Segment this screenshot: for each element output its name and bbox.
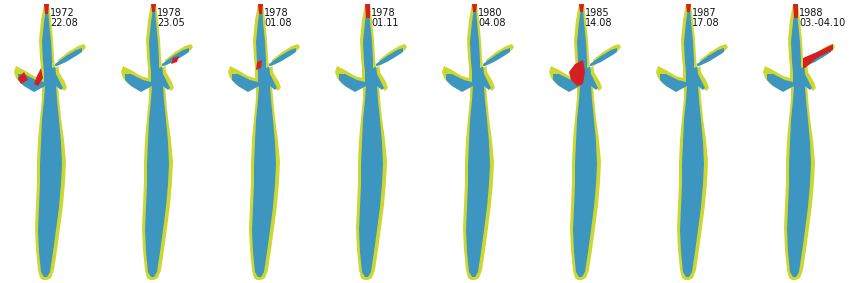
Text: 1988: 1988: [799, 8, 823, 18]
Polygon shape: [34, 68, 43, 86]
Text: 23.05: 23.05: [157, 18, 185, 28]
Text: 01.11: 01.11: [371, 18, 399, 28]
Polygon shape: [121, 4, 193, 280]
Polygon shape: [258, 4, 263, 14]
Text: 04.08: 04.08: [478, 18, 505, 28]
Polygon shape: [442, 4, 514, 280]
Polygon shape: [44, 4, 49, 14]
Polygon shape: [660, 8, 724, 277]
Text: 17.08: 17.08: [692, 18, 720, 28]
Text: 1980: 1980: [478, 8, 503, 18]
Polygon shape: [335, 4, 407, 280]
Polygon shape: [171, 56, 179, 64]
Polygon shape: [803, 44, 833, 68]
Text: 1978: 1978: [157, 8, 182, 18]
Polygon shape: [232, 8, 296, 277]
Text: 22.08: 22.08: [50, 18, 78, 28]
Polygon shape: [579, 4, 584, 12]
Polygon shape: [14, 4, 86, 280]
Polygon shape: [767, 8, 831, 277]
Polygon shape: [339, 8, 403, 277]
Polygon shape: [793, 4, 798, 18]
Text: 1978: 1978: [371, 8, 395, 18]
Polygon shape: [553, 8, 617, 277]
Polygon shape: [656, 4, 728, 280]
Polygon shape: [686, 4, 691, 12]
Polygon shape: [763, 4, 835, 280]
Text: 1987: 1987: [692, 8, 716, 18]
Polygon shape: [569, 60, 585, 86]
Polygon shape: [151, 4, 156, 12]
Text: 01.08: 01.08: [264, 18, 292, 28]
Text: 14.08: 14.08: [585, 18, 612, 28]
Polygon shape: [18, 72, 28, 84]
Polygon shape: [549, 4, 621, 280]
Polygon shape: [256, 60, 262, 70]
Polygon shape: [472, 4, 477, 12]
Text: 1972: 1972: [50, 8, 74, 18]
Text: 03.-04.10: 03.-04.10: [799, 18, 845, 28]
Polygon shape: [446, 8, 510, 277]
Polygon shape: [125, 8, 189, 277]
Text: 1978: 1978: [264, 8, 289, 18]
Polygon shape: [18, 8, 82, 277]
Polygon shape: [228, 4, 300, 280]
Polygon shape: [365, 4, 370, 18]
Text: 1985: 1985: [585, 8, 610, 18]
